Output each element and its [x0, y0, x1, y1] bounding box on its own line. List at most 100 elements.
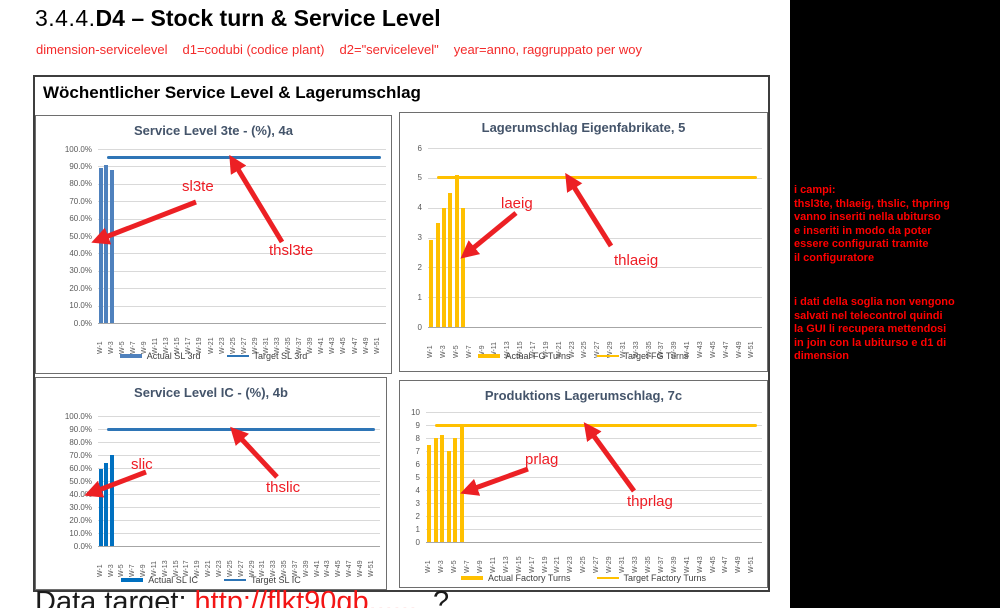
bar-W-5 — [454, 174, 459, 327]
annotation-arrow — [565, 172, 614, 248]
bar-W-6 — [459, 423, 464, 542]
x-axis-tick: W-5 — [118, 341, 126, 354]
chart-title: Lagerumschlag Eigenfabrikate, 5 — [481, 120, 686, 135]
y-axis-tick: 4 — [415, 485, 420, 495]
legend-item: Actual FG Turns — [478, 351, 571, 361]
y-axis-tick: 5 — [415, 472, 420, 482]
target-line — [107, 427, 375, 431]
x-axis-tick: W-19 — [541, 556, 549, 573]
y-axis-tick: 0 — [415, 537, 420, 547]
legend-label: Target FG Turns — [623, 351, 689, 361]
x-axis-tick: W-41 — [683, 556, 691, 573]
legend-item: Actual Factory Turns — [460, 573, 571, 583]
dimension-note: dimension-servicelevel d1=codubi (codice … — [36, 42, 657, 57]
gridline — [98, 183, 386, 185]
y-axis-tick: 100.0% — [64, 411, 92, 421]
x-axis-tick: W-7 — [130, 341, 137, 354]
x-axis-tick: W-23 — [567, 556, 575, 573]
x-axis-tick: W-45 — [709, 556, 717, 573]
data-target-suffix: ? — [433, 586, 450, 608]
x-axis-tick: W-1 — [425, 560, 433, 573]
chart-produktions-lagerumschlag: Produktions Lagerumschlag, 7c 10 9 8 7 6 5 4 3 2 1… — [399, 380, 768, 588]
x-axis-tick: W-3 — [438, 560, 446, 573]
data-target-line: Data target: http://flkt90gb......? — [35, 586, 449, 608]
x-axis-tick: W-15 — [174, 337, 182, 354]
annotation-laeig: laeig — [501, 195, 533, 212]
x-axis-tick: W-31 — [262, 337, 270, 354]
gridline — [98, 507, 380, 508]
y-axis-tick: 40.0% — [69, 248, 92, 258]
y-axis-tick: 9 — [415, 420, 420, 430]
x-axis-tick: W-41 — [318, 337, 326, 354]
x-axis-tick: W-25 — [226, 560, 234, 577]
y-axis-tick: 1 — [417, 292, 422, 302]
gridline — [98, 149, 386, 150]
x-axis-tick: W-35 — [281, 560, 289, 577]
chart-legend: Actual FG Turns Target FG Turns — [400, 351, 767, 361]
dashboard-panel: Wöchentlicher Service Level & Lagerumsch… — [33, 75, 770, 592]
x-axis-tick: W-43 — [324, 560, 332, 577]
chart-title: Produktions Lagerumschlag, 7c — [484, 388, 683, 403]
x-axis-tick: W-27 — [240, 337, 248, 354]
y-axis-tick: 20.0% — [69, 515, 92, 525]
x-axis-tick: W-23 — [218, 337, 226, 354]
bar-W-6 — [461, 207, 466, 327]
dashboard-title: Wöchentlicher Service Level & Lagerumsch… — [43, 83, 421, 102]
y-axis-tick: 6 — [417, 143, 422, 153]
annotation-thsl3te: thsl3te — [269, 242, 314, 259]
x-axis-tick: W-11 — [152, 337, 160, 354]
x-axis-tick: W-15 — [172, 560, 180, 577]
annotation-thlaeig: thlaeig — [614, 252, 659, 269]
gridline — [98, 218, 386, 220]
data-target-link[interactable]: http://flkt90gb...... — [194, 586, 417, 608]
gridline — [426, 490, 762, 491]
x-axis-tick: W-13 — [502, 556, 510, 573]
gridline — [426, 542, 762, 543]
x-axis-tick: W-27 — [593, 556, 601, 573]
annotation-sl3te: sl3te — [182, 178, 214, 195]
bar-W-2 — [104, 462, 109, 546]
y-axis-tick: 0 — [417, 322, 422, 332]
chart-lagerumschlag-eigenfabrikate: Lagerumschlag Eigenfabrikate, 5 6 5 4 3 2 1 0 W-… — [399, 112, 768, 372]
dimension-note-part: d2="servicelevel" — [339, 42, 439, 57]
x-axis-tick: W-21 — [207, 337, 215, 354]
gridline — [428, 207, 762, 209]
x-axis-tick: W-7 — [464, 560, 471, 573]
gridline — [98, 253, 386, 255]
chart-title: Service Level IC - (%), 4b — [134, 385, 288, 400]
x-axis-tick: W-39 — [670, 556, 678, 573]
gridline — [426, 451, 762, 452]
gridline — [426, 516, 762, 517]
gridline — [98, 270, 386, 272]
bar-W-4 — [448, 192, 453, 327]
x-axis-tick: W-19 — [196, 337, 204, 354]
y-axis-tick: 10 — [411, 407, 420, 417]
bar-W-3 — [109, 455, 114, 546]
gridline — [98, 416, 380, 417]
x-axis-tick: W-37 — [657, 556, 665, 573]
bar-W-1 — [98, 168, 103, 323]
section-number: 3.4.4. — [35, 5, 96, 31]
y-axis-tick: 2 — [415, 511, 420, 521]
bar-W-1 — [427, 444, 432, 542]
gridline — [426, 477, 762, 478]
y-axis-tick: 20.0% — [69, 283, 92, 293]
x-axis-tick: W-1 — [96, 564, 104, 577]
x-axis-tick: W-19 — [194, 560, 202, 577]
x-axis-tick: W-49 — [735, 556, 743, 573]
legend-line-swatch — [596, 355, 619, 357]
x-axis-tick: W-31 — [619, 556, 627, 573]
legend-line-swatch — [226, 355, 249, 357]
y-axis-tick: 40.0% — [69, 489, 92, 499]
y-axis-tick: 50.0% — [69, 476, 92, 486]
x-axis-tick: W-21 — [554, 556, 562, 573]
y-axis-tick: 60.0% — [69, 463, 92, 473]
legend-label: Actual SL IC — [148, 575, 198, 585]
y-axis-tick: 0.0% — [73, 541, 92, 551]
gridline — [98, 533, 380, 534]
target-line — [107, 156, 381, 160]
annotation-thprlag: thprlag — [627, 493, 673, 510]
annotation-prlag: prlag — [525, 451, 559, 468]
gridline — [98, 288, 386, 290]
